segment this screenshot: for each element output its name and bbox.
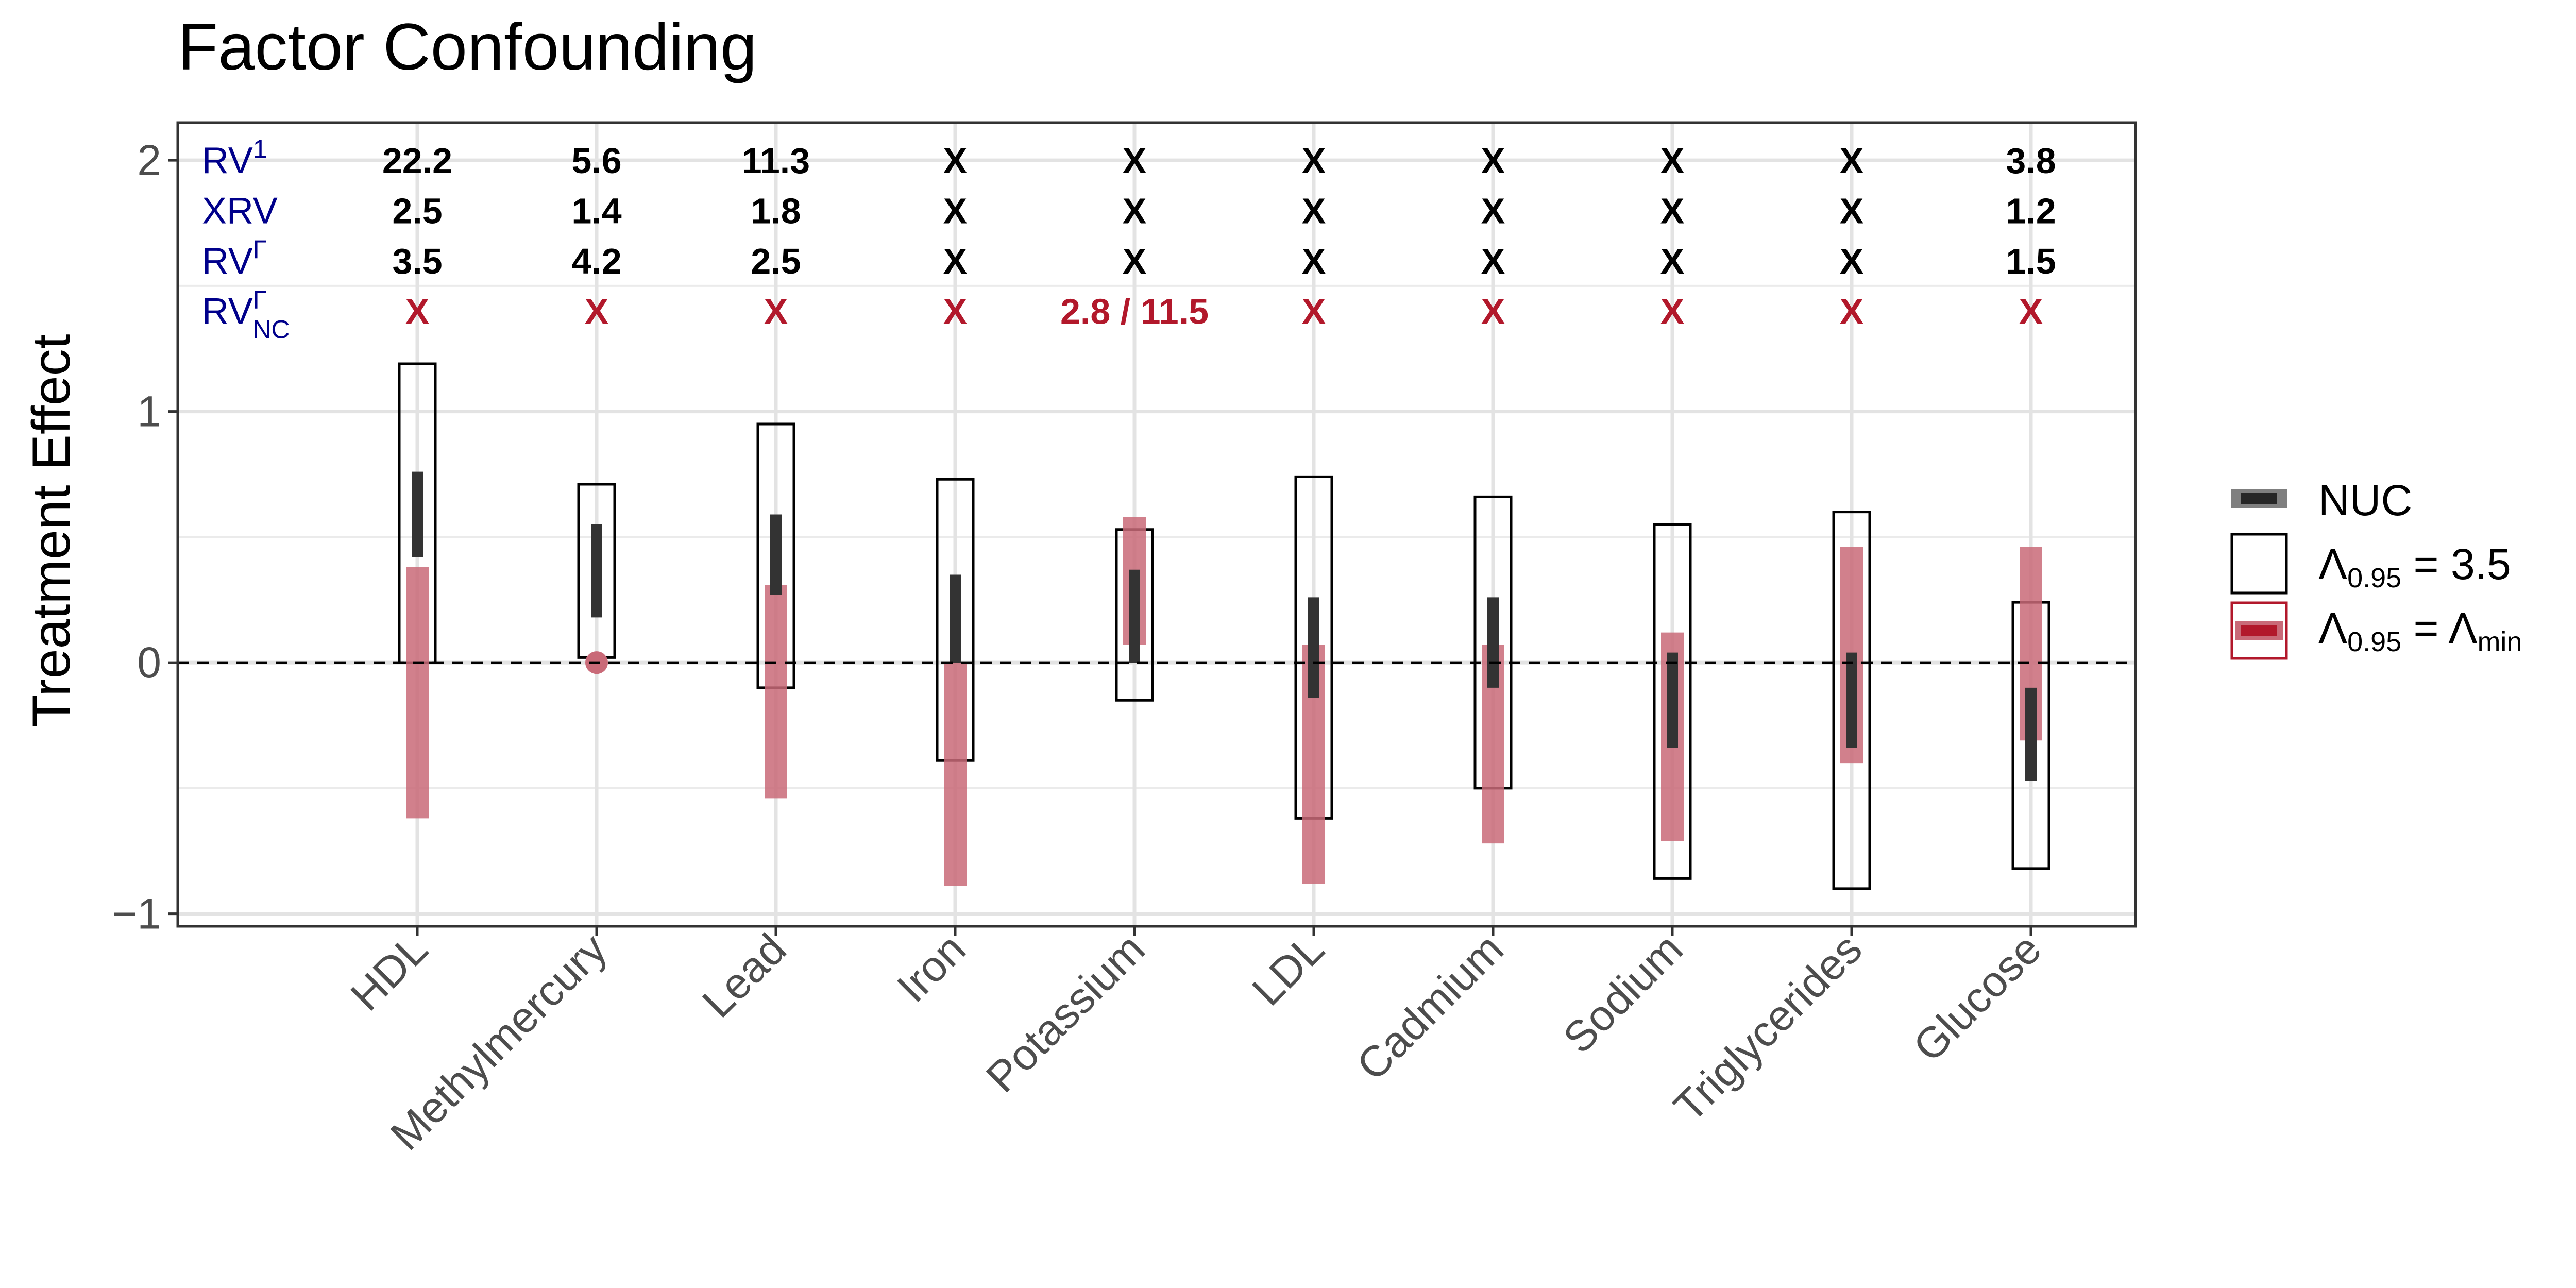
lambda-3.5-boxes — [398, 362, 2050, 890]
cell-rvgnc-iron: X — [943, 292, 968, 332]
cell-xrv-sodium: X — [1660, 191, 1685, 231]
cell-rvg-hdl: 3.5 — [392, 241, 442, 281]
nuc-bar-triglycerides — [1846, 652, 1857, 748]
nuc-bar-potassium — [1129, 569, 1140, 663]
nuc-bar-glucose — [2025, 687, 2037, 781]
x-tick-label-lead: Lead — [693, 924, 795, 1027]
nuc-bar-cadmium — [1487, 597, 1499, 688]
cell-rv1-lead: 11.3 — [742, 141, 810, 181]
nuc-bars — [412, 471, 2037, 781]
x-tick-label-cadmium: Cadmium — [1347, 924, 1513, 1090]
lmin-bar-iron — [944, 663, 967, 886]
cell-rvgnc-methylmercury: X — [585, 292, 609, 332]
box-triglycerides — [1832, 511, 1871, 890]
cell-rv1-cadmium: X — [1481, 141, 1505, 181]
cell-rvgnc-sodium: X — [1660, 292, 1685, 332]
lmin-bar-hdl — [406, 567, 429, 819]
y-axis-ticks: −1 0 1 2 — [112, 136, 178, 938]
cell-xrv-ldl: X — [1302, 191, 1326, 231]
legend: NUC Λ0.95 = 3.5 Λ0.95 = Λmin — [2230, 476, 2522, 660]
legend-lmin-label: Λ0.95 = Λmin — [2318, 604, 2522, 657]
x-tick-label-sodium: Sodium — [1554, 924, 1692, 1062]
y-tick-label: 2 — [137, 136, 161, 184]
y-axis-title: Treatment Effect — [22, 334, 81, 727]
legend-box-label: Λ0.95 = 3.5 — [2318, 540, 2511, 594]
box-sodium — [1653, 523, 1692, 880]
cell-rvgnc-glucose: X — [2019, 292, 2043, 332]
legend-box-key — [2230, 533, 2288, 595]
cell-rvgnc-hdl: X — [405, 292, 430, 332]
row-label-rvgnc: RVΓ NC — [202, 285, 290, 344]
cell-rvg-glucose: 1.5 — [2006, 241, 2056, 281]
cell-rvg-potassium: X — [1123, 241, 1147, 281]
x-tick-label-hdl: HDL — [341, 924, 436, 1020]
y-tick-label: 1 — [137, 387, 161, 436]
nuc-bar-methylmercury — [591, 524, 602, 618]
y-tick-label: 0 — [137, 638, 161, 687]
chart-title: Factor Confounding — [178, 10, 757, 84]
lambda-min-bars — [406, 517, 2042, 886]
legend-entry-box: Λ0.95 = 3.5 — [2230, 533, 2511, 595]
y-tick-label: −1 — [112, 890, 161, 938]
nuc-bar-lead — [770, 514, 782, 595]
cell-xrv-hdl: 2.5 — [392, 191, 442, 231]
cell-xrv-iron: X — [943, 191, 968, 231]
cell-rv1-sodium: X — [1660, 141, 1685, 181]
nuc-bar-iron — [950, 574, 961, 663]
cell-rvg-ldl: X — [1302, 241, 1326, 281]
cell-xrv-lead: 1.8 — [751, 191, 801, 231]
cell-rv1-methylmercury: 5.6 — [571, 141, 621, 181]
legend-entry-lambda-min: Λ0.95 = Λmin — [2230, 601, 2522, 660]
cell-rv1-iron: X — [943, 141, 968, 181]
legend-nuc-key — [2241, 493, 2277, 504]
legend-lmin-key — [2241, 625, 2277, 636]
x-tick-label-ldl: LDL — [1243, 924, 1333, 1014]
cell-rvg-methylmercury: 4.2 — [571, 241, 621, 281]
nuc-bar-hdl — [412, 471, 423, 557]
cell-rvg-cadmium: X — [1481, 241, 1505, 281]
nuc-bar-sodium — [1667, 652, 1678, 748]
x-tick-label-glucose: Glucose — [1904, 924, 2050, 1071]
cell-rvgnc-triglycerides: X — [1840, 292, 1864, 332]
cell-xrv-glucose: 1.2 — [2006, 191, 2056, 231]
nuc-bar-ldl — [1308, 597, 1319, 698]
cell-rv1-glucose: 3.8 — [2006, 141, 2056, 181]
cell-rvgnc-lead: X — [764, 292, 788, 332]
plot-panel-border — [176, 121, 2137, 928]
row-label-rvg: RVΓ — [202, 235, 267, 282]
cell-rvgnc-cadmium: X — [1481, 292, 1505, 332]
cell-rvg-iron: X — [943, 241, 968, 281]
cell-rvg-lead: 2.5 — [751, 241, 801, 281]
row-label-rv1: RV1 — [202, 134, 267, 181]
lmin-bar-lead — [765, 585, 787, 799]
x-tick-label-triglycerides: Triglycerides — [1665, 924, 1871, 1131]
cell-rv1-triglycerides: X — [1840, 141, 1864, 181]
table-cells: 22.2 5.6 11.3 X X X X X X 3.82.5 1.4 1.8 X X X X X X 1.23.… — [382, 141, 2056, 332]
cell-xrv-potassium: X — [1123, 191, 1147, 231]
cell-xrv-methylmercury: 1.4 — [571, 191, 621, 231]
legend-nuc-label: NUC — [2318, 476, 2412, 524]
cell-rvgnc-ldl: X — [1302, 292, 1326, 332]
cell-rvgnc-potassium: 2.8 / 11.5 — [1060, 292, 1209, 332]
cell-rvg-sodium: X — [1660, 241, 1685, 281]
cell-xrv-triglycerides: X — [1840, 191, 1864, 231]
cell-rv1-ldl: X — [1302, 141, 1326, 181]
cell-rv1-potassium: X — [1123, 141, 1147, 181]
x-tick-label-iron: Iron — [888, 924, 975, 1011]
cell-xrv-cadmium: X — [1481, 191, 1505, 231]
cell-rv1-hdl: 22.2 — [382, 141, 452, 181]
cell-rvg-triglycerides: X — [1840, 241, 1864, 281]
x-tick-label-potassium: Potassium — [977, 924, 1154, 1101]
row-label-xrv: XRV — [202, 191, 278, 232]
legend-entry-nuc: NUC — [2231, 476, 2412, 524]
